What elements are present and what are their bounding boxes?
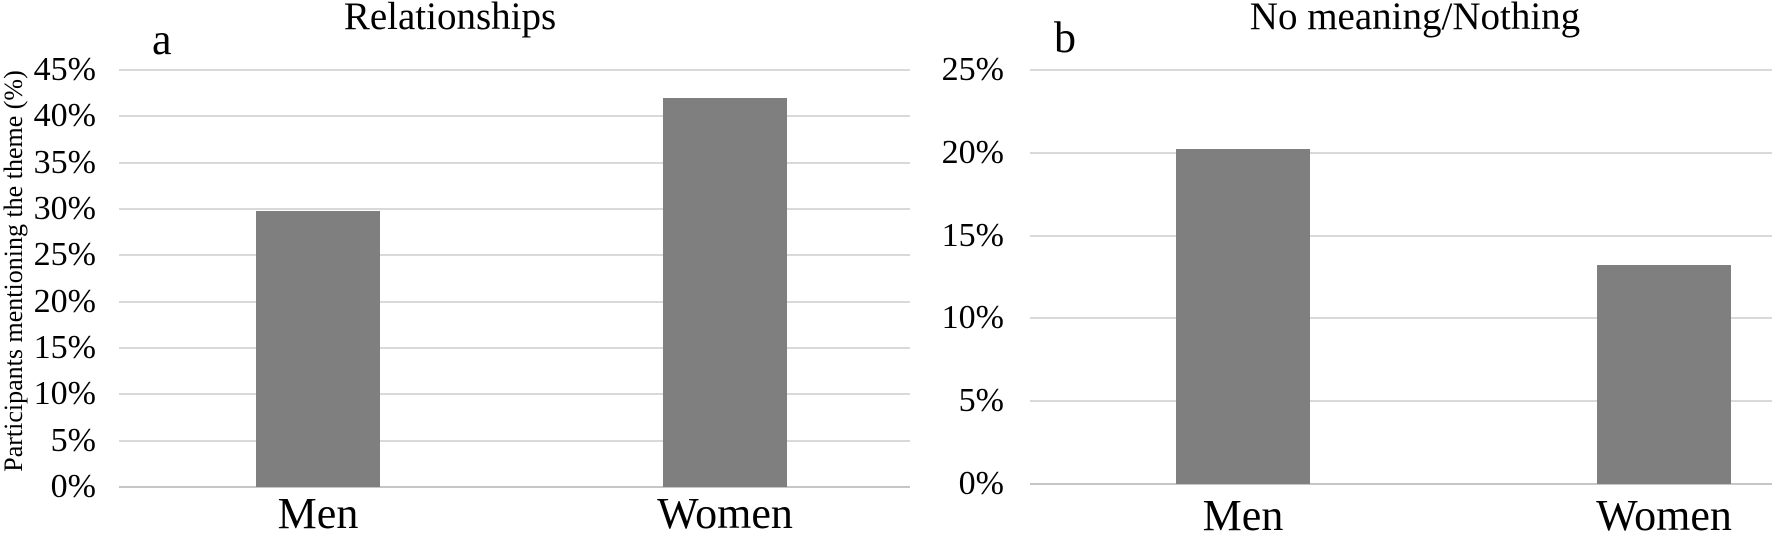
x-axis-line xyxy=(119,486,910,488)
y-axis-tick-label: 30% xyxy=(33,190,96,227)
x-axis-category-label: Men xyxy=(1202,491,1284,535)
y-axis-tick-label: 5% xyxy=(50,421,96,459)
y-axis-tick-label: 35% xyxy=(33,143,96,181)
y-axis-tick-label: 20% xyxy=(941,133,1004,171)
bar-women-panel-a xyxy=(663,97,787,487)
gridline xyxy=(1030,234,1772,237)
gridline xyxy=(119,254,910,257)
y-axis-tick-label: 40% xyxy=(33,97,96,135)
panel-b-title: No meaning/Nothing xyxy=(1249,0,1581,38)
bar-men-panel-a xyxy=(256,210,380,487)
y-axis-tick-label: 45% xyxy=(33,51,96,88)
y-axis-tick-label: 25% xyxy=(33,236,96,274)
gridline xyxy=(1030,151,1772,154)
gridline xyxy=(119,161,910,164)
gridline xyxy=(119,69,910,71)
y-axis-tick-label: 0% xyxy=(958,465,1004,502)
y-axis-tick-label: 15% xyxy=(33,329,96,366)
bar-men-panel-b xyxy=(1176,149,1310,484)
gridline xyxy=(119,439,910,442)
gridline xyxy=(119,300,910,303)
y-axis-tick-label: 5% xyxy=(958,382,1004,420)
y-axis-tick-label: 25% xyxy=(941,51,1004,88)
gridline xyxy=(119,347,910,349)
y-axis-tick-label: 0% xyxy=(50,468,96,505)
y-axis-tick-label: 10% xyxy=(941,299,1004,337)
x-axis-category-label: Women xyxy=(1596,491,1732,535)
gridline xyxy=(1030,317,1772,320)
x-axis-line xyxy=(1030,483,1772,485)
x-axis-category-label: Men xyxy=(277,489,359,535)
bar-women-panel-b xyxy=(1597,265,1731,484)
y-axis-tick-label: 10% xyxy=(33,375,96,413)
panel-b-letter: b xyxy=(1054,13,1076,62)
gridline xyxy=(119,208,910,210)
gridline xyxy=(1030,69,1772,71)
gridline xyxy=(1030,400,1772,403)
gridline xyxy=(119,393,910,396)
panel-a-letter: a xyxy=(152,15,172,64)
y-axis-tick-label: 15% xyxy=(941,216,1004,254)
y-axis-tick-label: 20% xyxy=(33,282,96,320)
x-axis-category-label: Women xyxy=(657,489,793,535)
gridline xyxy=(119,115,910,118)
panel-a-title: Relationships xyxy=(343,0,557,38)
